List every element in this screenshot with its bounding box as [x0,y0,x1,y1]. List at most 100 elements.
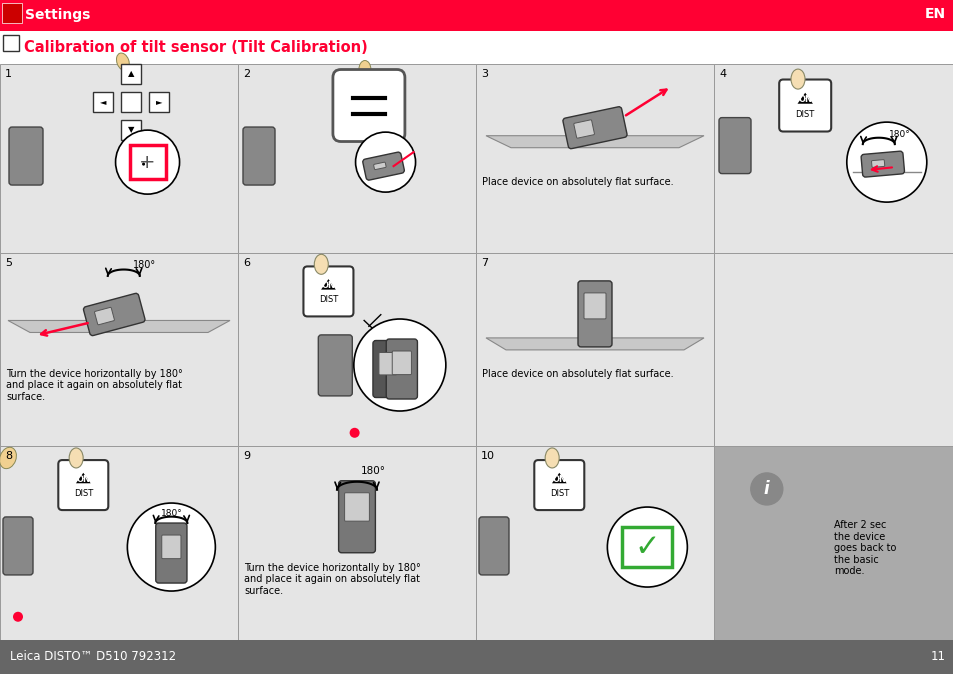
Text: EN: EN [923,7,945,22]
FancyBboxPatch shape [362,152,404,180]
Bar [2,3,22,23]
FancyBboxPatch shape [243,127,274,185]
Text: Leica DISTO™ D510 792312: Leica DISTO™ D510 792312 [10,650,176,663]
Ellipse shape [358,61,371,78]
Text: 7: 7 [480,257,488,268]
FancyBboxPatch shape [318,335,352,396]
Polygon shape [485,338,703,350]
Bar [121,120,141,140]
FancyBboxPatch shape [162,535,181,559]
FancyBboxPatch shape [583,293,605,319]
Ellipse shape [116,53,130,71]
Ellipse shape [69,448,83,468]
Ellipse shape [0,448,16,468]
Bar [476,446,713,640]
Circle shape [128,503,215,591]
Polygon shape [797,93,812,104]
FancyBboxPatch shape [386,339,417,399]
FancyBboxPatch shape [94,307,114,325]
FancyBboxPatch shape [374,162,386,170]
Text: ▼: ▼ [128,125,134,134]
Bar [0,64,237,253]
FancyBboxPatch shape [344,493,369,521]
Text: DIST: DIST [318,295,337,305]
FancyBboxPatch shape [333,69,404,142]
FancyBboxPatch shape [578,281,612,347]
Circle shape [115,130,179,194]
FancyBboxPatch shape [871,160,883,167]
Text: ✓: ✓ [634,532,659,561]
Ellipse shape [544,448,558,468]
FancyBboxPatch shape [303,266,353,316]
Text: 2: 2 [243,69,250,79]
Ellipse shape [142,162,145,166]
Text: ◄: ◄ [99,97,106,106]
Polygon shape [76,472,91,483]
Text: Settings: Settings [25,7,91,22]
FancyBboxPatch shape [373,340,402,398]
Bar [121,92,141,112]
FancyBboxPatch shape [779,80,830,131]
Text: Turn the device horizontally by 180°
and place it again on absolutely flat
surfa: Turn the device horizontally by 180° and… [6,369,183,402]
Bar [237,64,476,253]
Circle shape [349,428,359,438]
FancyBboxPatch shape [3,517,33,575]
Text: DIST: DIST [73,489,92,498]
Text: 6: 6 [243,257,250,268]
Bar [713,446,953,640]
Bar [130,145,166,179]
FancyBboxPatch shape [58,460,109,510]
Text: 10: 10 [480,452,495,461]
Text: ►: ► [155,97,162,106]
Bar [0,29,953,31]
FancyBboxPatch shape [562,106,626,149]
Text: DIST: DIST [549,489,568,498]
Text: After 2 sec
the device
goes back to
the basic
mode.: After 2 sec the device goes back to the … [833,520,896,576]
Bar [0,253,237,446]
Text: 180°: 180° [360,466,386,476]
Text: 180°: 180° [161,509,183,518]
Bar [621,527,672,567]
Text: ON: ON [552,474,566,483]
FancyBboxPatch shape [534,460,583,510]
Circle shape [607,507,687,587]
Bar [149,92,169,112]
Ellipse shape [314,254,328,274]
Bar [92,92,112,112]
Bar [713,64,953,253]
FancyBboxPatch shape [478,517,509,575]
Bar [121,64,141,84]
FancyBboxPatch shape [83,293,145,336]
Polygon shape [485,135,703,148]
Bar [0,640,953,674]
FancyBboxPatch shape [719,117,750,174]
Polygon shape [321,279,335,290]
Circle shape [355,132,416,192]
FancyBboxPatch shape [155,523,187,583]
Bar [0,446,237,640]
Text: ▲: ▲ [128,69,134,78]
Text: Turn the device horizontally by 180°
and place it again on absolutely flat
surfa: Turn the device horizontally by 180° and… [244,563,420,596]
FancyBboxPatch shape [392,351,411,375]
Text: 8: 8 [5,452,12,461]
Circle shape [750,473,782,505]
Circle shape [846,122,925,202]
Text: Calibration of tilt sensor (Tilt Calibration): Calibration of tilt sensor (Tilt Calibra… [24,40,367,55]
Text: ON: ON [321,281,335,290]
Text: 11: 11 [930,650,945,663]
Bar [237,253,476,446]
Bar [0,0,953,29]
Bar [476,253,713,446]
Text: DIST: DIST [795,110,814,119]
Text: 3: 3 [480,69,488,79]
Text: ON: ON [798,95,811,104]
Text: 9: 9 [243,452,250,461]
FancyBboxPatch shape [573,120,594,138]
Bar [0,29,953,64]
Text: 5: 5 [5,257,12,268]
Text: Place device on absolutely flat surface.: Place device on absolutely flat surface. [481,369,673,379]
Text: i: i [763,480,769,498]
Bar [476,64,713,253]
Text: 1: 1 [5,69,12,79]
Text: 180°: 180° [888,129,909,139]
